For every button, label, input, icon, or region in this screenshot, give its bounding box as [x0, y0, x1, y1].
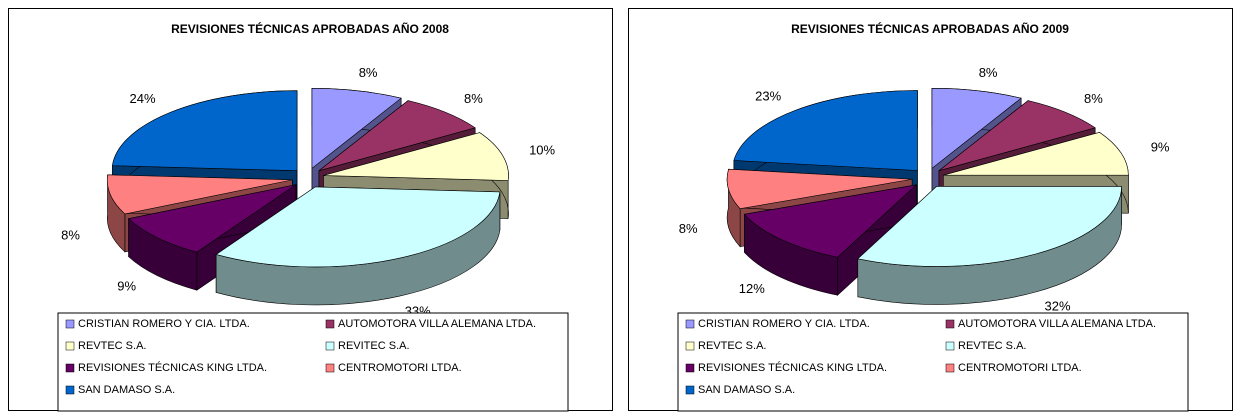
data-label: 8% [464, 91, 483, 106]
legend-swatch [685, 319, 695, 329]
chart: REVISIONES TÉCNICAS APROBADAS AÑO 2009 8%… [628, 8, 1233, 412]
data-label: 8% [61, 228, 80, 243]
legend-swatch [945, 341, 955, 351]
legend-swatch [65, 341, 75, 351]
slice-tops [726, 88, 1129, 267]
slice-tops [106, 88, 509, 268]
data-label: 23% [755, 89, 781, 104]
slice [938, 100, 1096, 171]
slice [857, 186, 1122, 267]
legend-label: SAN DAMASO S.A. [78, 384, 175, 396]
slice [215, 186, 501, 268]
chart: REVISIONES TÉCNICAS APROBADAS AÑO 2008 8%… [8, 8, 613, 412]
legend-swatch [65, 363, 75, 373]
legend-label: AUTOMOTORA VILLA ALEMANA LTDA. [338, 318, 536, 330]
data-label: 9% [1151, 139, 1170, 154]
legend-label: CRISTIAN ROMERO Y CIA. LTDA. [78, 318, 250, 330]
slice [743, 184, 918, 258]
legend-swatch [945, 319, 955, 329]
legend-label: REVTEC S.A. [78, 340, 146, 352]
slice [931, 88, 1022, 169]
legend-label: REVITEC S.A. [338, 340, 410, 352]
legend-label: REVTEC S.A. [958, 340, 1026, 352]
chart-title: REVISIONES TÉCNICAS APROBADAS AÑO 2008 [171, 21, 449, 36]
legend-swatch [685, 341, 695, 351]
legend-label: REVTEC S.A. [698, 340, 766, 352]
data-label: 8% [1084, 91, 1103, 106]
data-label: 8% [679, 221, 698, 236]
legend-swatch [65, 385, 75, 395]
data-label: 12% [739, 281, 765, 296]
legend-swatch [685, 363, 695, 373]
legend-swatch [325, 319, 335, 329]
slice [311, 88, 402, 169]
legend-frame [57, 312, 569, 412]
data-label: 32% [1044, 298, 1070, 313]
legend-swatch [945, 363, 955, 373]
slice [943, 132, 1129, 176]
legend-swatch [325, 341, 335, 351]
slice [726, 168, 913, 210]
data-label: 24% [130, 91, 156, 106]
slice [323, 132, 509, 181]
legend-label: REVISIONES TÉCNICAS KING LTDA. [698, 361, 887, 374]
legend-label: REVISIONES TÉCNICAS KING LTDA. [78, 361, 267, 374]
data-label: 9% [117, 279, 136, 294]
slice [112, 90, 298, 172]
legend-swatch [65, 319, 75, 329]
legend-label: SAN DAMASO S.A. [698, 384, 795, 396]
legend-label: CENTROMOTORI LTDA. [338, 362, 462, 374]
slice [106, 174, 293, 215]
data-label: 8% [359, 65, 378, 80]
data-label: 8% [979, 65, 998, 80]
slice [318, 100, 476, 171]
legend-label: CRISTIAN ROMERO Y CIA. LTDA. [698, 318, 870, 330]
legend-frame [677, 312, 1189, 412]
legend-swatch [685, 385, 695, 395]
chart-title: REVISIONES TÉCNICAS APROBADAS AÑO 2009 [791, 21, 1069, 36]
slice [733, 90, 918, 171]
legend-label: CENTROMOTORI LTDA. [958, 362, 1082, 374]
slice [127, 184, 297, 253]
legend-swatch [325, 363, 335, 373]
legend-label: AUTOMOTORA VILLA ALEMANA LTDA. [958, 318, 1156, 330]
data-label: 10% [529, 143, 555, 158]
